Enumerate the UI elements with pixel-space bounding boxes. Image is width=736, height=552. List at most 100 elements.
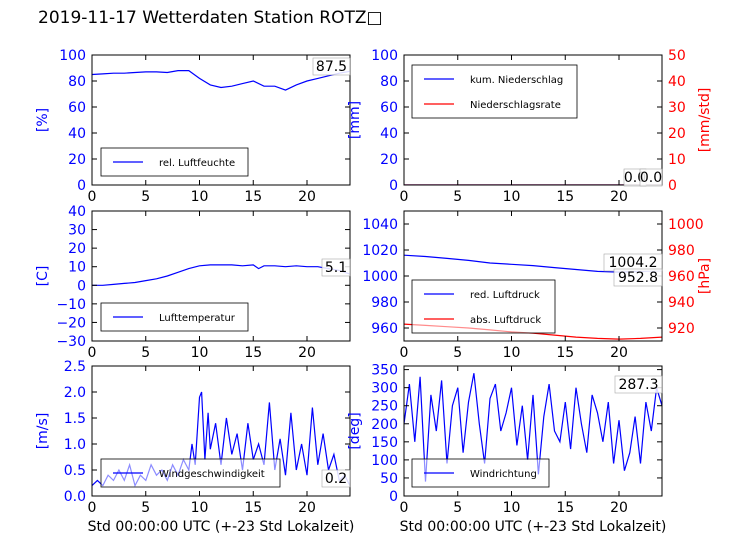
- y-tick-label: 0: [389, 489, 398, 505]
- y-tick-label: 10: [68, 260, 86, 276]
- y-axis-label: [C]: [35, 266, 51, 287]
- y-tick-label: 150: [371, 435, 398, 451]
- x-tick-label: 0: [88, 500, 97, 516]
- legend: Windrichtung: [411, 458, 550, 488]
- y-tick-label: 350: [371, 363, 398, 379]
- y-tick-label: 100: [371, 48, 398, 64]
- x-tick-label: 5: [453, 500, 462, 516]
- figure-title: 2019-11-17 Wetterdaten Station ROTZ□: [38, 8, 383, 28]
- y-tick-label: 1.5: [64, 411, 86, 427]
- y-right-axis-label: [hPa]: [697, 258, 713, 294]
- x-tick-label: 20: [298, 345, 316, 361]
- y-tick-label: 80: [68, 74, 86, 90]
- y-axis-label: [%]: [35, 108, 51, 132]
- x-tick-label: 10: [503, 500, 521, 516]
- x-axis-label: Std 00:00:00 UTC (+-23 Std Lokalzeit): [400, 519, 667, 535]
- y-tick-label: 1.0: [64, 437, 86, 453]
- legend-label: Windgeschwindigkeit: [159, 469, 265, 480]
- y-tick-label: 2.5: [64, 359, 86, 375]
- x-tick-label: 5: [141, 500, 150, 516]
- y-tick-label: 980: [371, 295, 398, 311]
- plot-frame: [403, 365, 663, 497]
- legend-label: abs. Luftdruck: [470, 315, 541, 326]
- x-tick-label: 5: [141, 189, 150, 205]
- value-annotation: 287.3: [618, 377, 658, 393]
- legend-label: Windrichtung: [470, 469, 537, 480]
- x-tick-label: 15: [244, 189, 262, 205]
- x-tick-label: 20: [610, 189, 628, 205]
- series-line-humidity-0: [92, 70, 350, 91]
- y-tick-label: 60: [380, 100, 398, 116]
- x-tick-label: 10: [191, 189, 209, 205]
- x-tick-label: 15: [244, 345, 262, 361]
- panel-humidity: 0 5 10 15 20 0 20 40 60 80 100 [%] rel. Luftfeuchte 8…: [35, 48, 351, 205]
- y-tick-label: 1020: [362, 243, 398, 259]
- legend: Lufttemperatur: [100, 302, 249, 332]
- y-tick-label: 20: [380, 152, 398, 168]
- y-tick-label: 40: [380, 126, 398, 142]
- y-tick-label: 250: [371, 399, 398, 415]
- x-tick-label: 0: [88, 189, 97, 205]
- y-tick-label: −20: [56, 315, 86, 331]
- x-tick-label: 5: [453, 345, 462, 361]
- y-right-tick-label: 1000: [668, 217, 704, 233]
- x-tick-label: 0: [400, 345, 409, 361]
- panel-precipitation: 0 5 10 15 20 0 20 40 60 80 100 0 10 20 30 40 50 [mm] [mm/s…: [347, 48, 713, 205]
- y-right-tick-label: 30: [668, 100, 686, 116]
- x-tick-label: 0: [400, 500, 409, 516]
- y-axis-label: [deg]: [347, 412, 363, 449]
- x-tick-label: 10: [191, 345, 209, 361]
- plot-frame: [91, 365, 351, 497]
- legend-label: Niederschlagsrate: [470, 100, 561, 111]
- value-annotation: 1004.2: [609, 255, 658, 271]
- y-tick-label: 200: [371, 417, 398, 433]
- x-tick-label: 10: [503, 345, 521, 361]
- x-tick-label: 15: [556, 500, 574, 516]
- y-tick-label: 2.0: [64, 385, 86, 401]
- x-tick-label: 10: [191, 500, 209, 516]
- plot-frame: [403, 54, 663, 186]
- legend-label: kum. Niederschlag: [470, 75, 563, 86]
- y-tick-label: 960: [371, 321, 398, 337]
- y-right-tick-label: 40: [668, 74, 686, 90]
- y-tick-label: 40: [68, 126, 86, 142]
- legend: Windgeschwindigkeit: [100, 458, 281, 488]
- y-tick-label: 50: [380, 471, 398, 487]
- x-tick-label: 0: [88, 345, 97, 361]
- x-tick-label: 15: [244, 500, 262, 516]
- x-tick-label: 20: [298, 189, 316, 205]
- y-tick-label: 1040: [362, 217, 398, 233]
- y-tick-label: 20: [68, 152, 86, 168]
- y-tick-label: −10: [56, 297, 86, 313]
- legend-label: rel. Luftfeuchte: [159, 158, 235, 169]
- legend-label: Lufttemperatur: [159, 313, 236, 324]
- x-tick-label: 20: [610, 345, 628, 361]
- y-tick-label: 0: [77, 278, 86, 294]
- x-tick-label: 10: [503, 189, 521, 205]
- legend-label: red. Luftdruck: [470, 290, 540, 301]
- value-annotation: 0.0: [640, 170, 662, 186]
- panel-windspeed: 0 5 10 15 20 0.0 0.5 1.0 1.5 2.0 2.5 [m/s] Std 00:00…: [35, 359, 354, 535]
- legend: red. Luftdruck abs. Luftdruck: [411, 279, 556, 334]
- y-tick-label: 80: [380, 74, 398, 90]
- y-tick-label: 40: [68, 204, 86, 220]
- y-tick-label: 0.5: [64, 463, 86, 479]
- x-axis-label: Std 00:00:00 UTC (+-23 Std Lokalzeit): [88, 519, 355, 535]
- y-tick-label: 0.0: [64, 489, 86, 505]
- x-tick-label: 15: [556, 189, 574, 205]
- y-right-tick-label: 10: [668, 152, 686, 168]
- y-right-axis-label: [mm/std]: [697, 88, 713, 153]
- x-tick-label: 5: [453, 189, 462, 205]
- panel-pressure: 0 5 10 15 20 960 980 1000 1020 1040 920 940 960 980 10…: [362, 210, 713, 361]
- legend: kum. Niederschlag Niederschlagsrate: [411, 64, 578, 119]
- value-annotation: 0.2: [325, 471, 347, 487]
- x-tick-label: 20: [298, 500, 316, 516]
- series-line-temperature-0: [92, 264, 350, 286]
- plot-frame: [91, 54, 351, 186]
- y-tick-label: 0: [389, 178, 398, 194]
- y-tick-label: 1000: [362, 269, 398, 285]
- y-tick-label: 100: [59, 48, 86, 64]
- y-tick-label: −30: [56, 334, 86, 350]
- y-axis-label: [m/s]: [35, 413, 51, 450]
